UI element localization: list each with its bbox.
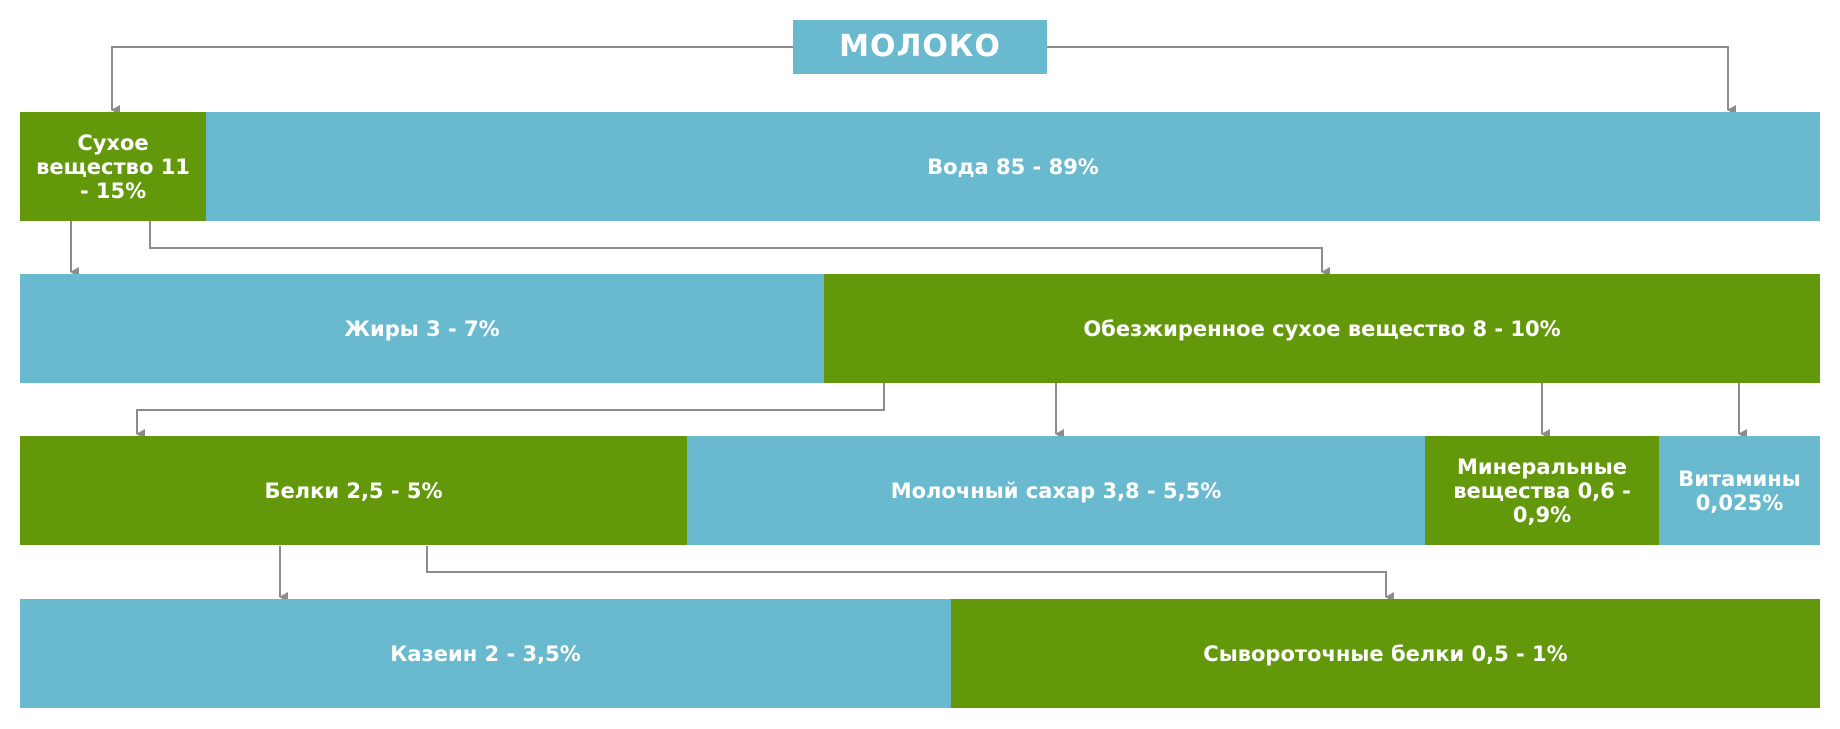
minerals-label: Минеральные вещества 0,6 - 0,9% xyxy=(1453,454,1631,527)
node-proteins: Белки 2,5 - 5% xyxy=(20,436,687,545)
connector-root-to-dry-matter xyxy=(111,46,793,115)
root-node-milk: МОЛОКО xyxy=(793,20,1047,74)
connector-skim-to-proteins xyxy=(136,383,885,439)
node-minerals: Минеральные вещества 0,6 - 0,9% xyxy=(1425,436,1659,545)
water-label: Вода 85 - 89% xyxy=(927,154,1099,179)
lactose-label: Молочный сахар 3,8 - 5,5% xyxy=(890,478,1222,503)
node-casein: Казеин 2 - 3,5% xyxy=(20,599,951,708)
node-whey-proteins: Сывороточные белки 0,5 - 1% xyxy=(951,599,1820,708)
skim-dry-matter-label: Обезжиренное сухое вещество 8 - 10% xyxy=(1083,316,1561,341)
node-lactose: Молочный сахар 3,8 - 5,5% xyxy=(687,436,1425,545)
dry-matter-label: Сухое вещество 11 - 15% xyxy=(36,130,190,203)
fats-label: Жиры 3 - 7% xyxy=(344,316,500,341)
root-label: МОЛОКО xyxy=(839,29,1001,64)
whey-proteins-label: Сывороточные белки 0,5 - 1% xyxy=(1203,641,1568,666)
node-skim-dry-matter: Обезжиренное сухое вещество 8 - 10% xyxy=(824,274,1820,383)
proteins-label: Белки 2,5 - 5% xyxy=(264,478,443,503)
connector-proteins-to-whey xyxy=(426,546,1394,602)
connector-dry-to-skim xyxy=(149,221,1330,277)
node-fats: Жиры 3 - 7% xyxy=(20,274,824,383)
node-vitamins: Витамины 0,025% xyxy=(1659,436,1820,545)
vitamins-label: Витамины 0,025% xyxy=(1678,466,1801,515)
connector-root-to-water xyxy=(1047,46,1736,115)
node-water: Вода 85 - 89% xyxy=(206,112,1820,221)
node-dry-matter: Сухое вещество 11 - 15% xyxy=(20,112,206,221)
casein-label: Казеин 2 - 3,5% xyxy=(390,641,581,666)
